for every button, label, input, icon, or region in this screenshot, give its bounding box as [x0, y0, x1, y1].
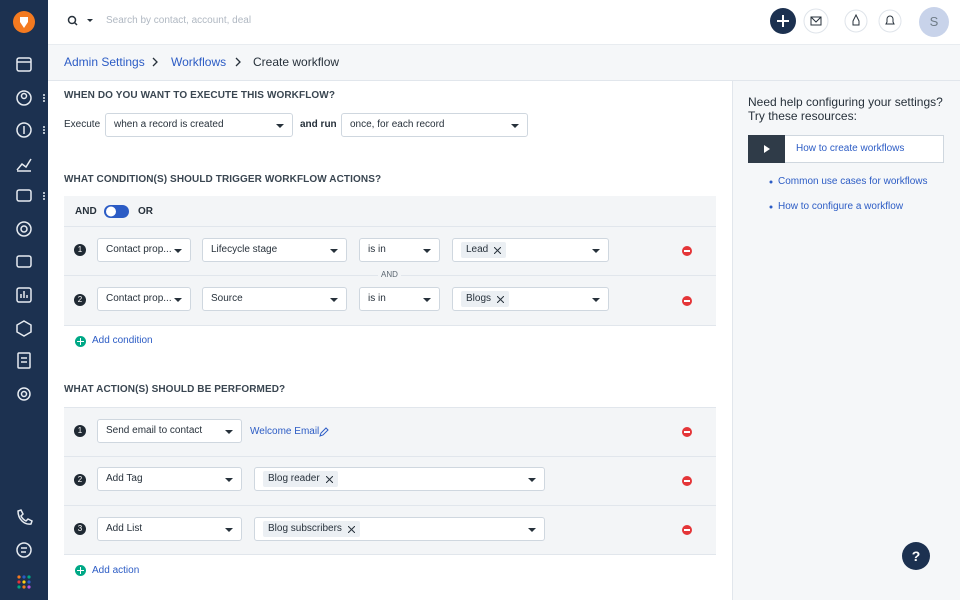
row-number: 2 — [74, 294, 86, 306]
breadcrumb-link[interactable]: Workflows — [171, 55, 227, 69]
action-select[interactable]: Add List — [97, 517, 242, 541]
tag-remove[interactable] — [497, 296, 505, 303]
operator-select[interactable]: is in — [359, 238, 440, 262]
help-button[interactable]: ? — [902, 542, 930, 570]
edit-icon[interactable] — [319, 427, 329, 437]
help-panel — [732, 81, 960, 600]
row-number: 2 — [74, 474, 86, 486]
nav-icons[interactable] — [16, 57, 33, 558]
trigger-select[interactable]: when a record is created — [105, 113, 293, 137]
run-select[interactable]: once, for each record — [341, 113, 528, 137]
delete-row[interactable] — [682, 525, 692, 535]
tag-remove[interactable] — [325, 476, 333, 483]
delete-row[interactable] — [682, 476, 692, 486]
breadcrumb-bar — [48, 45, 960, 81]
field-select[interactable]: Source — [202, 287, 347, 311]
and-or-toggle[interactable] — [104, 205, 130, 219]
value-tag: Blog reader — [263, 471, 338, 487]
tag-remove[interactable] — [494, 247, 502, 254]
section-title: WHAT CONDITION(S) SHOULD TRIGGER WORKFLO… — [64, 174, 382, 185]
section-title: WHEN DO YOU WANT TO EXECUTE THIS WORKFLO… — [64, 90, 336, 101]
action-select[interactable]: Send email to contact — [97, 419, 242, 443]
divider — [64, 505, 716, 506]
more-dots[interactable] — [43, 94, 45, 200]
email-link[interactable]: Welcome Email — [250, 426, 320, 437]
and-label: AND — [75, 206, 97, 217]
entity-select[interactable]: Contact prop... — [97, 287, 191, 311]
entity-select[interactable]: Contact prop... — [97, 238, 191, 262]
delete-row[interactable] — [682, 427, 692, 437]
condition-joiner: AND — [378, 268, 401, 282]
value-select[interactable]: Lead — [452, 238, 609, 262]
bullets — [769, 180, 773, 209]
divider — [64, 456, 716, 457]
value-select[interactable]: Blogs — [452, 287, 609, 311]
breadcrumb-chevrons — [152, 57, 241, 67]
divider — [64, 554, 716, 555]
sidebar-bg — [0, 0, 48, 600]
logo-mark — [20, 17, 28, 28]
row-number: 3 — [74, 523, 86, 535]
tag-text: Lead — [466, 244, 489, 255]
video-link[interactable]: How to create workflows — [796, 143, 905, 154]
help-link[interactable]: How to configure a workflow — [778, 201, 904, 212]
divider — [64, 226, 716, 227]
tag-text: Blog subscribers — [268, 523, 342, 534]
add-icon[interactable] — [75, 336, 86, 347]
video-thumb[interactable] — [748, 135, 785, 163]
value-select[interactable]: Blog subscribers — [254, 517, 545, 541]
divider — [64, 407, 716, 408]
or-label: OR — [138, 206, 153, 217]
divider — [64, 325, 716, 326]
delete-row[interactable] — [682, 246, 692, 256]
operator-select[interactable]: is in — [359, 287, 440, 311]
execute-label: Execute — [64, 119, 101, 130]
add-icon[interactable] — [75, 565, 86, 576]
add-condition[interactable]: Add condition — [92, 335, 153, 346]
search-icon[interactable] — [64, 12, 98, 32]
value-tag: Lead — [461, 242, 507, 258]
breadcrumb-link[interactable]: Admin Settings — [64, 55, 145, 69]
row-number: 1 — [74, 244, 86, 256]
run-label: and run — [300, 119, 337, 130]
tag-remove[interactable] — [347, 526, 355, 533]
tag-text: Blog reader — [268, 473, 320, 484]
help-title: Need help configuring your settings? — [748, 95, 943, 109]
add-action[interactable]: Add action — [92, 565, 140, 576]
apps-grid[interactable] — [17, 575, 31, 589]
tag-text: Blogs — [466, 293, 492, 304]
sidebar — [0, 0, 48, 600]
help-link[interactable]: Common use cases for workflows — [778, 176, 928, 187]
delete-row[interactable] — [682, 296, 692, 306]
section-title: WHAT ACTION(S) SHOULD BE PERFORMED? — [64, 384, 286, 395]
row-number: 1 — [74, 425, 86, 437]
top-actions[interactable] — [768, 6, 958, 40]
field-select[interactable]: Lifecycle stage — [202, 238, 347, 262]
help-title: Try these resources: — [748, 109, 857, 123]
value-tag: Blog subscribers — [263, 521, 360, 537]
value-select[interactable]: Blog reader — [254, 467, 545, 491]
avatar-initial[interactable]: S — [929, 14, 939, 29]
action-select[interactable]: Add Tag — [97, 467, 242, 491]
search-placeholder[interactable]: Search by contact, account, deal — [106, 15, 252, 26]
value-tag: Blogs — [461, 291, 510, 307]
breadcrumb-current: Create workflow — [253, 55, 340, 69]
